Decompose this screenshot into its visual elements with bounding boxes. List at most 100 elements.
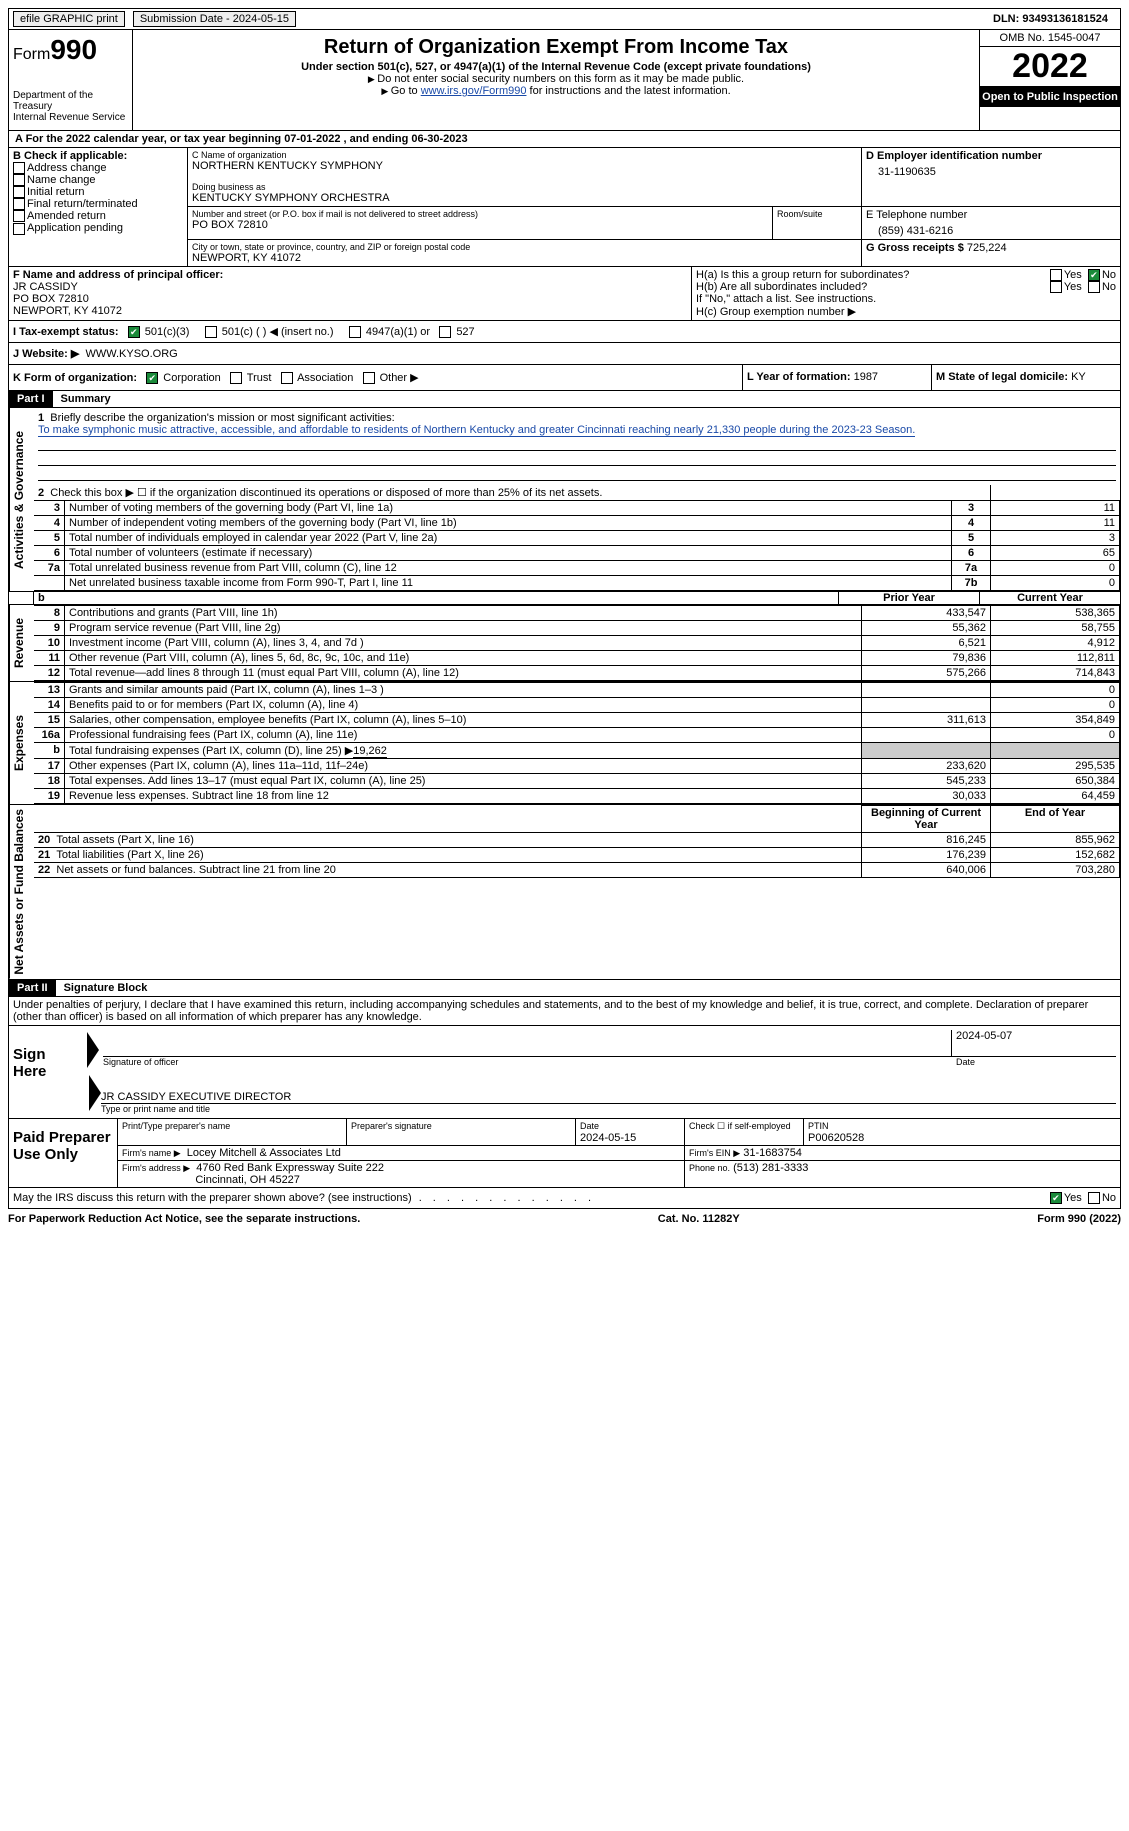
discuss-row: May the IRS discuss this return with the… [8,1188,1121,1209]
checkbox-initial-return[interactable] [13,186,25,198]
ag-label: Activities & Governance [9,408,34,591]
street-value: PO BOX 72810 [192,219,768,231]
k-other[interactable] [363,372,375,384]
table-row: 13Grants and similar amounts paid (Part … [34,683,1120,698]
paid-preparer-block: Paid Preparer Use Only Print/Type prepar… [8,1119,1121,1188]
efile-print-button[interactable]: efile GRAPHIC print [13,11,125,27]
entity-info-block: B Check if applicable: Address change Na… [8,148,1121,267]
part1-header: Part ISummary [8,391,1121,408]
line1-label: Briefly describe the organization's miss… [50,412,394,424]
table-row: 20 Total assets (Part X, line 16)816,245… [34,833,1120,848]
m-label: M State of legal domicile: [936,371,1068,383]
open-to-public: Open to Public Inspection [980,87,1120,107]
top-bar: efile GRAPHIC print Submission Date - 20… [8,8,1121,30]
table-row: 3Number of voting members of the governi… [34,501,1120,516]
table-row: 15Salaries, other compensation, employee… [34,713,1120,728]
arrow-icon [89,1075,101,1111]
website-value: WWW.KYSO.ORG [85,348,177,360]
calendar-year-line: A For the 2022 calendar year, or tax yea… [8,131,1121,148]
omb-number: OMB No. 1545-0047 [980,30,1120,46]
sign-here-block: Sign Here 2024-05-07 Signature of office… [8,1026,1121,1119]
current-year-hdr: Current Year [979,592,1120,604]
table-row: 22 Net assets or fund balances. Subtract… [34,863,1120,878]
irs-label: Internal Revenue Service [13,112,128,123]
prep-self-emp: Check ☐ if self-employed [689,1121,791,1131]
table-row: 17Other expenses (Part IX, column (A), l… [34,759,1120,774]
i-501c3[interactable] [128,326,140,338]
i-527[interactable] [439,326,451,338]
rev-label: Revenue [9,605,34,681]
klm-block: K Form of organization: Corporation Trus… [8,365,1121,391]
firm-addr1: 4760 Red Bank Expressway Suite 222 [196,1162,384,1174]
ha-no[interactable] [1088,269,1100,281]
table-row: 19Revenue less expenses. Subtract line 1… [34,789,1120,804]
form-subtitle-2: Do not enter social security numbers on … [137,73,975,85]
officer-addr1: PO BOX 72810 [13,293,687,305]
k-trust[interactable] [230,372,242,384]
checkbox-amended-return[interactable] [13,210,25,222]
firm-name: Locey Mitchell & Associates Ltd [187,1147,341,1159]
table-row: 5Total number of individuals employed in… [34,531,1120,546]
prep-date: 2024-05-15 [580,1132,636,1144]
dba-label: Doing business as [192,182,857,192]
checkbox-address-change[interactable] [13,162,25,174]
hb-yes[interactable] [1050,281,1062,293]
discuss-no[interactable] [1088,1192,1100,1204]
sig-label: Signature of officer [103,1057,956,1067]
expenses-section: Expenses 13Grants and similar amounts pa… [8,682,1121,805]
firm-phone: (513) 281-3333 [733,1162,808,1174]
end-year-hdr: End of Year [991,806,1120,833]
table-row: 9Program service revenue (Part VIII, lin… [34,621,1120,636]
tax-year: 2022 [980,46,1120,87]
sign-date-value: 2024-05-07 [951,1030,1116,1056]
i-501c[interactable] [205,326,217,338]
k-corp[interactable] [146,372,158,384]
ein-label: D Employer identification number [866,150,1116,162]
line2-text: Check this box ▶ ☐ if the organization d… [50,487,602,499]
officer-name: JR CASSIDY [13,281,687,293]
i-4947[interactable] [349,326,361,338]
fundraising-exp-value: 19,262 [353,745,387,758]
gross-receipts-value: 725,224 [967,242,1007,254]
c-name-label: C Name of organization [192,150,857,160]
expenses-table: 13Grants and similar amounts paid (Part … [34,682,1120,804]
dln: DLN: 93493136181524 [993,13,1108,25]
irs-link[interactable]: www.irs.gov/Form990 [421,85,527,97]
ein-value: 31-1190635 [866,162,1116,178]
form-label: Form [13,46,50,63]
phone-label: E Telephone number [866,209,1116,221]
discuss-yes[interactable] [1050,1192,1062,1204]
checkbox-name-change[interactable] [13,174,25,186]
begin-year-hdr: Beginning of Current Year [862,806,991,833]
revenue-section: Revenue 8Contributions and grants (Part … [8,605,1121,682]
h-note: If "No," attach a list. See instructions… [696,293,1116,305]
table-row: 8Contributions and grants (Part VIII, li… [34,606,1120,621]
hb-no[interactable] [1088,281,1100,293]
footer-right: Form 990 (2022) [1037,1213,1121,1225]
part2-header: Part IISignature Block [8,980,1121,997]
page-footer: For Paperwork Reduction Act Notice, see … [8,1213,1121,1225]
form-subtitle-3: Go to www.irs.gov/Form990 for instructio… [137,85,975,97]
phone-value: (859) 431-6216 [866,221,1116,237]
ha-yes[interactable] [1050,269,1062,281]
checkbox-final-return[interactable] [13,198,25,210]
sign-here-label: Sign Here [9,1026,87,1118]
f-label: F Name and address of principal officer: [13,269,687,281]
dept-treasury: Department of the Treasury [13,90,128,112]
exp-label: Expenses [9,682,34,804]
gov-table: 2 Check this box ▶ ☐ if the organization… [34,485,1120,591]
m-value: KY [1071,371,1086,383]
gross-receipts-label: G Gross receipts $ [866,242,964,254]
b-opts: Address change Name change Initial retur… [13,162,183,235]
table-row: 12Total revenue—add lines 8 through 11 (… [34,666,1120,681]
checkbox-application-pending[interactable] [13,223,25,235]
city-value: NEWPORT, KY 41072 [192,252,857,264]
form-number: 990 [50,34,97,65]
paid-preparer-label: Paid Preparer Use Only [9,1119,118,1187]
footer-mid: Cat. No. 11282Y [658,1213,740,1225]
officer-group-block: F Name and address of principal officer:… [8,267,1121,321]
form-header: Form990 Department of the Treasury Inter… [8,30,1121,131]
k-assoc[interactable] [281,372,293,384]
revenue-table: 8Contributions and grants (Part VIII, li… [34,605,1120,681]
table-row: 18Total expenses. Add lines 13–17 (must … [34,774,1120,789]
